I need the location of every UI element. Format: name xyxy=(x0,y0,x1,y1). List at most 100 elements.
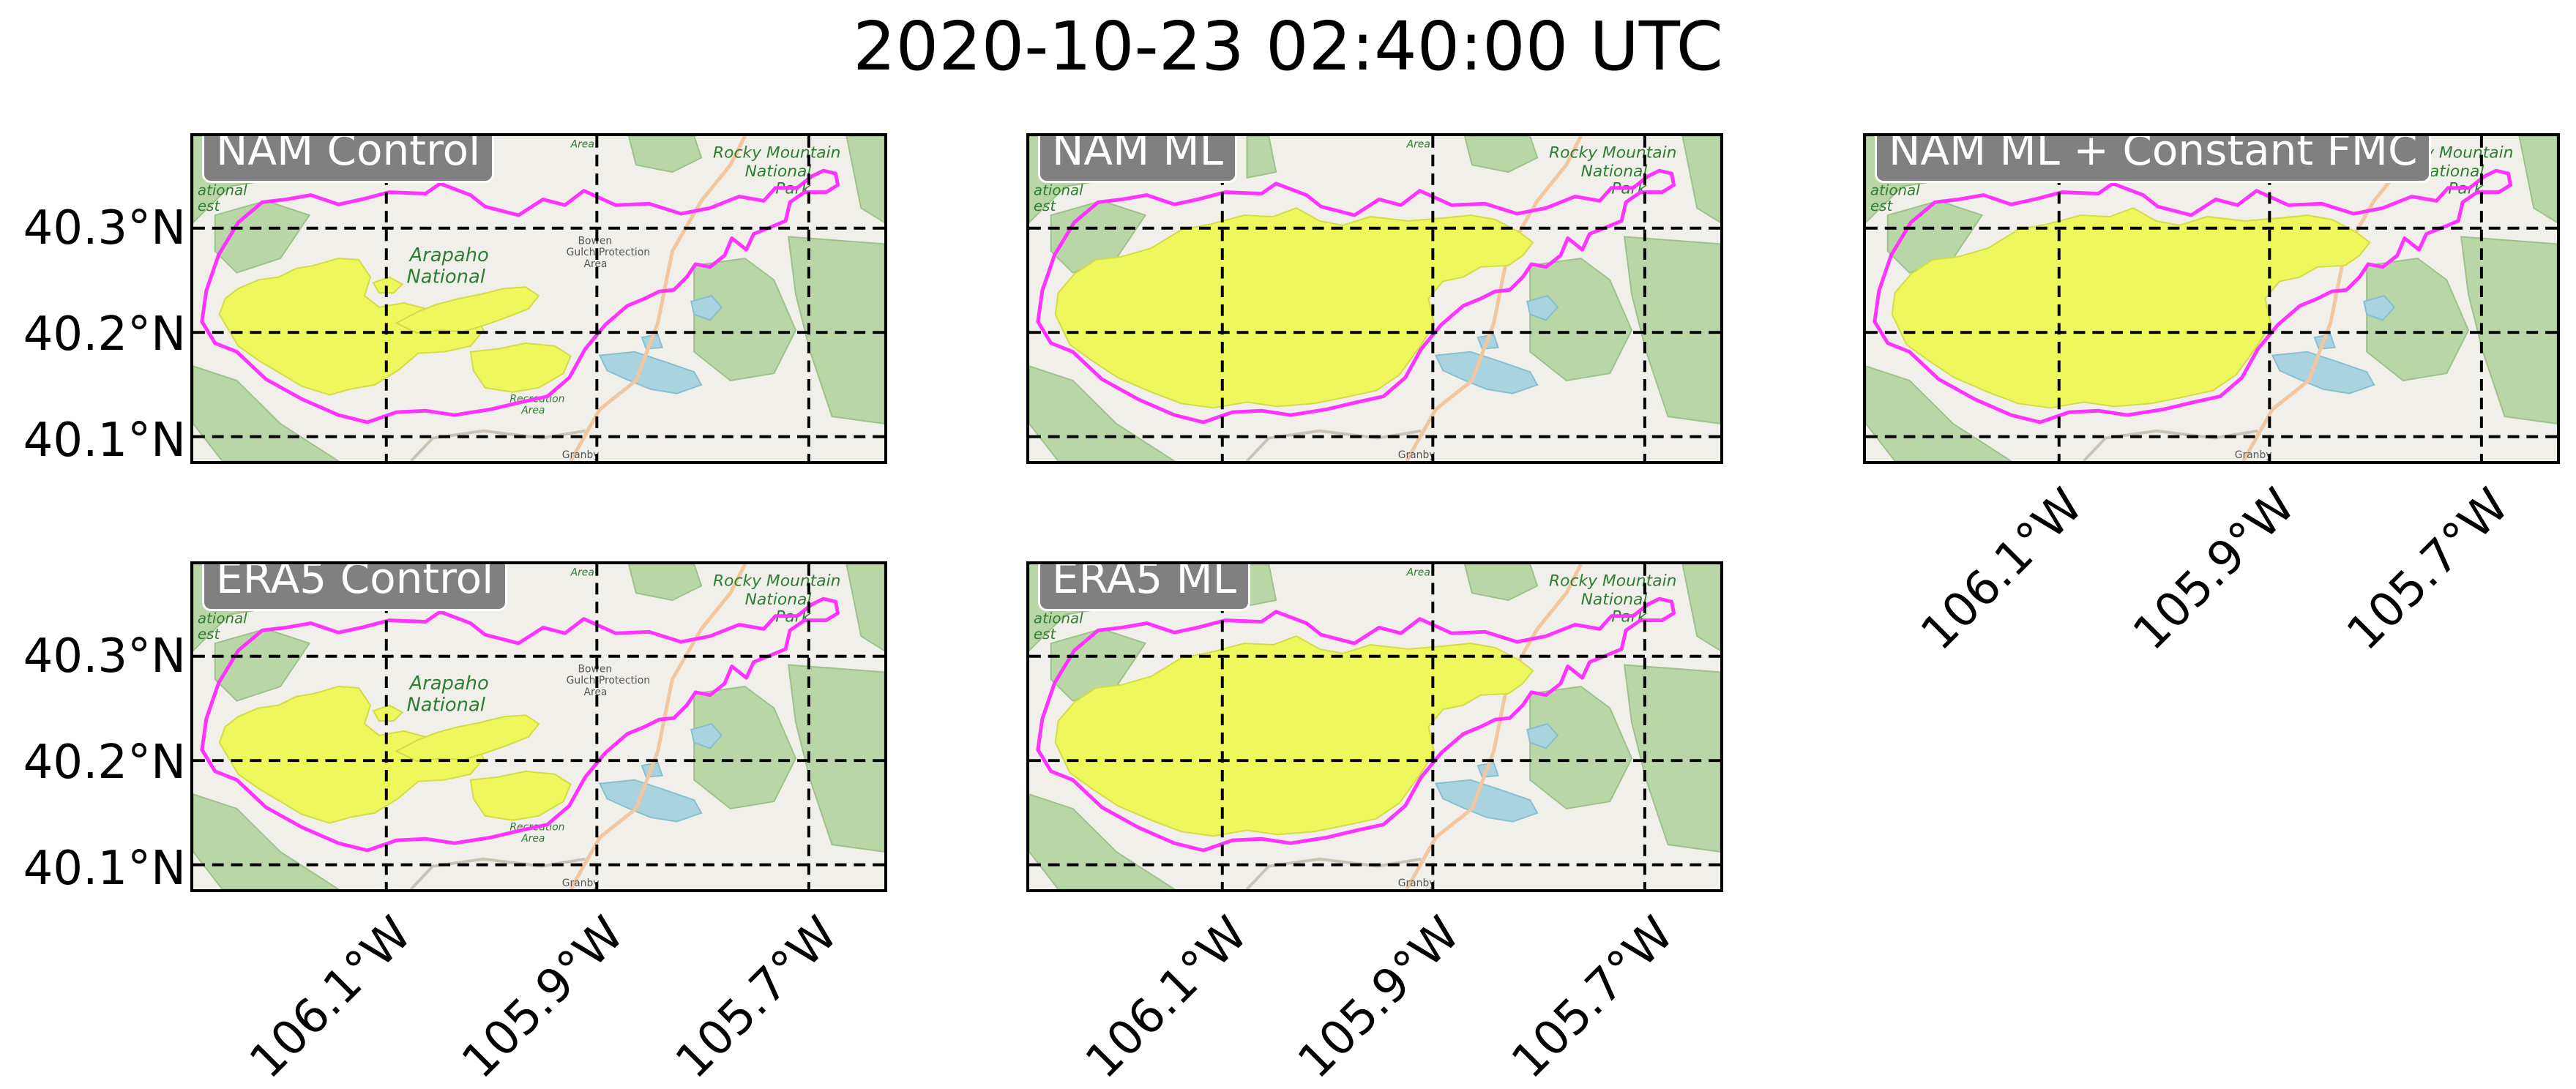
forest-area xyxy=(2518,136,2557,224)
fire-perimeter xyxy=(1036,168,1676,424)
fire-perimeter xyxy=(1873,168,2513,424)
forest-area xyxy=(1029,793,1176,889)
road xyxy=(1405,564,1583,889)
forest-area xyxy=(693,257,797,382)
map-label-forest: ational xyxy=(198,182,247,199)
forest-area xyxy=(1623,664,1720,853)
road xyxy=(1405,136,1583,461)
panel-title: NAM Control xyxy=(202,136,495,183)
panel-title: ERA5 ML xyxy=(1038,564,1250,611)
lon-tick-label: 106.1°W xyxy=(1075,906,1258,1089)
forest-area xyxy=(787,664,884,853)
map-label-bowen: Bowen xyxy=(578,663,613,675)
map-label-forest: est xyxy=(1870,198,1894,214)
map-label-bowen: Gulch Protection xyxy=(567,247,650,258)
fire-perimeter xyxy=(200,596,840,853)
lat-tick-label: 40.1°N xyxy=(23,413,186,468)
forest-area xyxy=(693,685,797,810)
burned-area xyxy=(1054,207,1534,409)
map-label-forest: est xyxy=(198,198,221,214)
forest-area xyxy=(1463,564,1539,602)
map-label-forest: est xyxy=(1034,626,1057,643)
town-label-granby: Granby xyxy=(2235,449,2272,461)
forest-area xyxy=(1529,685,1633,810)
forest-area xyxy=(193,793,340,889)
map-label-rmnp: National xyxy=(1581,162,1648,181)
fire-perimeter xyxy=(1036,596,1676,853)
lon-tick-label: 106.1°W xyxy=(239,906,422,1089)
forest-area xyxy=(1529,257,1633,382)
map-panel-nam-ml: ational est Area Rocky Mountain National Park… xyxy=(1026,133,1723,464)
map-label-forest: ational xyxy=(198,610,247,627)
map-label-bowen: Bowen xyxy=(578,235,613,247)
map-label-forest: ational xyxy=(1034,182,1083,199)
map-label-bowen: Area xyxy=(583,258,607,270)
map-label-rmnp: Rocky Mountain xyxy=(1549,572,1677,591)
panel-title: NAM ML xyxy=(1038,136,1237,183)
fire-perimeter xyxy=(200,168,840,424)
forest-area xyxy=(2366,257,2470,382)
map-label-arapaho: Arapaho xyxy=(408,673,488,695)
map-label-arapaho: National xyxy=(407,694,485,716)
map-label-arapaho: National xyxy=(407,266,485,288)
map-label-recreation: Area xyxy=(520,833,545,845)
lon-tick-label: 105.7°W xyxy=(1501,906,1684,1089)
road xyxy=(569,136,747,461)
forest-area xyxy=(1623,236,1720,424)
lon-tick-label: 105.9°W xyxy=(1288,906,1471,1089)
map-label-forest: ational xyxy=(1034,610,1083,627)
lon-tick-label: 105.9°W xyxy=(452,906,635,1089)
forest-area xyxy=(845,136,884,224)
map-label-rmnp: Rocky Mountain xyxy=(713,144,841,162)
map-panel-era5-ml: ational est Area Rocky Mountain National Park… xyxy=(1026,561,1723,892)
burned-area xyxy=(1054,635,1534,837)
burned-area xyxy=(395,286,540,334)
lon-tick-label: 105.7°W xyxy=(2337,478,2520,662)
lake xyxy=(598,779,703,823)
map-label-rmnp: Rocky Mountain xyxy=(713,572,841,591)
town-label-granby: Granby xyxy=(562,449,600,461)
map-label-area: Area xyxy=(1406,139,1430,151)
lake xyxy=(1526,294,1559,321)
lon-tick-label: 105.7°W xyxy=(665,906,848,1089)
map-label-rmnp: National xyxy=(745,591,812,609)
map-label-rmnp: National xyxy=(745,162,812,181)
map-panel-nam-control: ational est Area Rocky Mountain National Park… xyxy=(190,133,887,464)
road xyxy=(569,564,747,889)
lat-tick-label: 40.3°N xyxy=(23,629,186,684)
lon-tick-label: 105.9°W xyxy=(2123,478,2306,662)
forest-area xyxy=(787,236,884,424)
forest-area xyxy=(193,365,340,461)
forest-area xyxy=(1463,136,1539,173)
burned-area xyxy=(1891,207,2371,409)
panel-title: NAM ML + Constant FMC xyxy=(1875,136,2432,183)
lake xyxy=(1434,351,1539,394)
lake xyxy=(1526,722,1559,749)
map-label-area: Area xyxy=(570,139,594,151)
burned-area xyxy=(395,714,540,763)
lat-tick-label: 40.3°N xyxy=(23,201,186,255)
map-label-arapaho: Arapaho xyxy=(408,244,488,266)
map-label-area: Area xyxy=(570,567,594,579)
map-panel-era5-control: ational est Area Rocky Mountain National Park… xyxy=(190,561,887,892)
town-label-granby: Granby xyxy=(1398,877,1436,889)
map-label-forest: est xyxy=(198,626,221,643)
lake xyxy=(598,351,703,394)
forest-area xyxy=(1029,365,1176,461)
town-label-granby: Granby xyxy=(562,877,600,889)
map-label-bowen: Area xyxy=(583,686,607,698)
forest-area xyxy=(1681,564,1720,652)
map-label-recreation: Area xyxy=(520,405,545,416)
forest-area xyxy=(1246,136,1277,179)
burned-area xyxy=(469,770,572,821)
lon-tick-label: 106.1°W xyxy=(1911,478,2094,662)
forest-area xyxy=(1681,136,1720,224)
map-label-area: Area xyxy=(1406,567,1430,579)
lat-tick-label: 40.1°N xyxy=(23,842,186,896)
forest-area xyxy=(2460,236,2557,424)
